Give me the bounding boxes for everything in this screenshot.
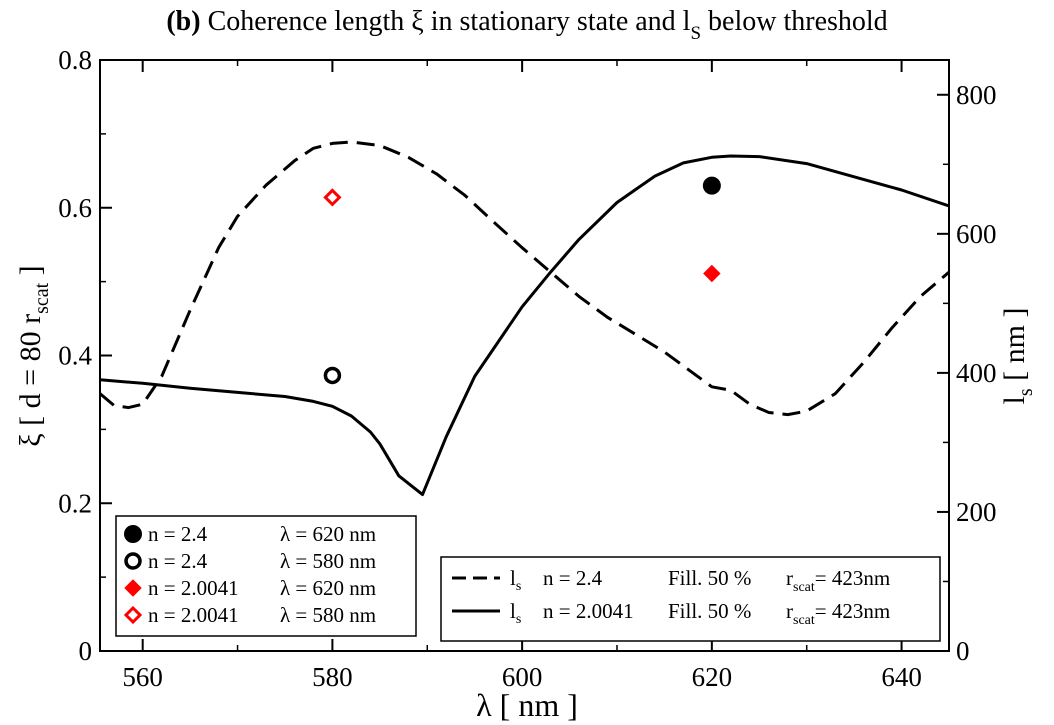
- legend-curve-r: rscat= 423nm: [786, 566, 890, 595]
- x-tick-label: 620: [692, 662, 733, 692]
- chart-title: (b) Coherence length ξ in stationary sta…: [166, 6, 887, 44]
- dashed-curve: [100, 140, 949, 417]
- title-pre: Coherence length ξ in stationary state a…: [201, 6, 691, 37]
- legend-point-lambda: λ = 580 nm: [280, 549, 376, 573]
- legend-curve-name: ls: [510, 599, 521, 627]
- title-post: below threshold: [701, 6, 888, 37]
- data-point-circle-filled: [702, 176, 721, 195]
- legend-curve-n: n = 2.0041: [543, 599, 634, 623]
- legend-points-box: [115, 515, 417, 637]
- x-tick-label: 600: [502, 662, 543, 692]
- legend-point-n: n = 2.0041: [148, 603, 239, 627]
- legend-curve-fill: Fill. 50 %: [668, 599, 751, 623]
- y-right-axis-label: ls [ nm ]: [998, 308, 1037, 405]
- legend-point-lambda: λ = 620 nm: [280, 576, 376, 600]
- legend-point-lambda: λ = 580 nm: [280, 603, 376, 627]
- y-right-tick-label: 0: [956, 636, 970, 666]
- legend-curves-rows: ls n = 2.4 Fill. 50 % rscat= 423nm ls n = 2.0…: [452, 566, 890, 628]
- y-left-label-post: ]: [14, 265, 47, 283]
- y-left-label-sub: scat: [31, 282, 53, 314]
- y-right-tick-label: 200: [956, 497, 997, 527]
- legend-point-n: n = 2.0041: [148, 576, 239, 600]
- y-right-label-main: l: [998, 396, 1031, 404]
- y-right-label-post: [ nm ]: [998, 308, 1031, 389]
- x-tick-label: 560: [122, 662, 163, 692]
- legend-marker-diamond-filled: [124, 579, 142, 597]
- legend-curves-box: [440, 556, 941, 642]
- y-left-tick-label: 0.2: [58, 488, 92, 518]
- y-left-tick-label: 0.4: [58, 341, 92, 371]
- legend-curve-name: ls: [510, 566, 521, 594]
- legend-marker-circle-filled: [124, 525, 142, 543]
- y-left-tick-label: 0.6: [58, 193, 92, 223]
- x-axis-label: λ [ nm ]: [476, 687, 578, 723]
- legend-point-lambda: λ = 620 nm: [280, 522, 376, 546]
- y-right-tick-label: 800: [956, 80, 997, 110]
- y-left-tick-label: 0.8: [58, 45, 92, 75]
- y-right-label-sub: s: [1015, 388, 1037, 396]
- legend-curve-fill: Fill. 50 %: [668, 566, 751, 590]
- ticks-layer: 560 580 600 620 640 0 0.2 0.4 0.6 0.8 0 200 400 600 80…: [58, 45, 996, 692]
- data-point-diamond-open: [323, 188, 342, 207]
- legend-points-rows: n = 2.4 λ = 620 nm n = 2.4 λ = 580 nm n = 2.…: [123, 522, 376, 627]
- legend-points: n = 2.4 λ = 620 nm n = 2.4 λ = 580 nm n = 2.…: [115, 515, 417, 637]
- legend-curve-n: n = 2.4: [543, 566, 603, 590]
- legend-point-n: n = 2.4: [148, 522, 208, 546]
- y-left-label-pre: ξ [ d = 80 r: [14, 314, 47, 447]
- legend-point-n: n = 2.4: [148, 549, 208, 573]
- legend-curves: ls n = 2.4 Fill. 50 % rscat= 423nm ls n = 2.0…: [440, 556, 941, 642]
- y-left-axis-label: ξ [ d = 80 rscat ]: [14, 265, 53, 446]
- solid-curve: [100, 154, 949, 497]
- title-sub: S: [690, 23, 701, 44]
- x-tick-label: 580: [312, 662, 353, 692]
- legend-marker-circle-open: [124, 552, 142, 570]
- data-point-circle-open: [323, 366, 342, 385]
- legend-marker-diamond-open: [123, 605, 143, 625]
- legend-curve-r: rscat= 423nm: [786, 599, 890, 628]
- y-right-tick-label: 400: [956, 358, 997, 388]
- y-left-tick-label: 0: [79, 636, 93, 666]
- data-point-diamond-filled: [703, 264, 721, 283]
- y-right-tick-label: 600: [956, 219, 997, 249]
- x-tick-label: 640: [881, 662, 922, 692]
- curves-layer: [100, 140, 949, 497]
- title-bold: (b): [166, 6, 200, 37]
- markers-layer: [323, 176, 721, 385]
